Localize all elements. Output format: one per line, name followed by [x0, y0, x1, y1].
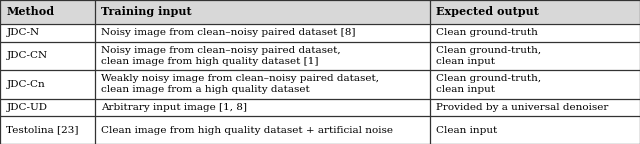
Text: Training input: Training input: [101, 6, 192, 17]
Text: Clean ground-truth,: Clean ground-truth,: [436, 46, 541, 55]
Text: Method: Method: [6, 6, 54, 17]
Text: Clean input: Clean input: [436, 126, 498, 135]
Text: Noisy image from clean–noisy paired dataset [8]: Noisy image from clean–noisy paired data…: [101, 28, 356, 37]
Text: Noisy image from clean–noisy paired dataset,: Noisy image from clean–noisy paired data…: [101, 46, 340, 55]
Text: clean input: clean input: [436, 85, 495, 94]
Text: Clean ground-truth: Clean ground-truth: [436, 28, 538, 37]
Text: Weakly noisy image from clean–noisy paired dataset,: Weakly noisy image from clean–noisy pair…: [101, 74, 379, 83]
Text: clean image from a high quality dataset: clean image from a high quality dataset: [101, 85, 310, 94]
Text: Expected output: Expected output: [436, 6, 540, 17]
Text: JDC-UD: JDC-UD: [6, 103, 47, 112]
Text: Clean image from high quality dataset + artificial noise: Clean image from high quality dataset + …: [101, 126, 393, 135]
Text: clean image from high quality dataset [1]: clean image from high quality dataset [1…: [101, 57, 319, 66]
Text: Clean ground-truth,: Clean ground-truth,: [436, 74, 541, 83]
Text: Provided by a universal denoiser: Provided by a universal denoiser: [436, 103, 609, 112]
Text: clean input: clean input: [436, 57, 495, 66]
Text: Arbitrary input image [1, 8]: Arbitrary input image [1, 8]: [101, 103, 247, 112]
Text: JDC-N: JDC-N: [6, 28, 40, 37]
Text: JDC-CN: JDC-CN: [6, 51, 47, 60]
Text: Testolina [23]: Testolina [23]: [6, 126, 79, 135]
Text: JDC-Cn: JDC-Cn: [6, 80, 45, 89]
